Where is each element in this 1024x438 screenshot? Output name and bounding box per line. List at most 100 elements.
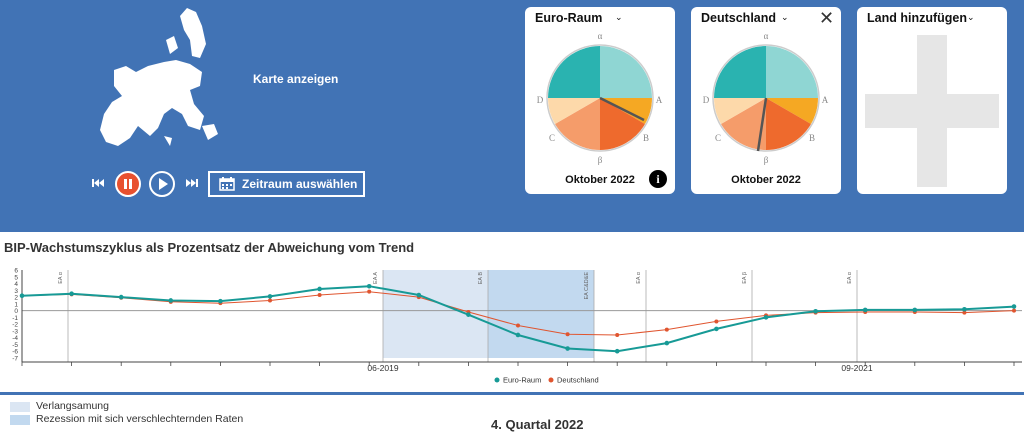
pie-label-c: C [715, 133, 721, 143]
chevron-down-icon[interactable]: ⌄ [615, 12, 623, 22]
quarter-label: 4. Quartal 2022 [491, 417, 584, 432]
phase-label: EA α [58, 271, 64, 284]
recession-band [488, 270, 594, 358]
data-point-germany [714, 319, 719, 324]
country-card-euro-area: Euro-Raum ⌄ α A B β C D Oktober 2022 i [525, 7, 675, 194]
phase-label: EA C&D&E [584, 272, 590, 300]
show-map-label[interactable]: Karte anzeigen [253, 72, 339, 86]
chevron-down-icon[interactable]: ⌄ [781, 12, 789, 22]
legend-marker-euro-area [494, 377, 500, 383]
info-icon[interactable]: i [649, 170, 667, 188]
y-tick-label: -5 [12, 342, 18, 349]
card-date: Oktober 2022 [731, 174, 801, 186]
phase-label: EA α [636, 271, 642, 284]
cycle-pie-germany: α A B β C D [703, 31, 829, 165]
legend-label-germany: Deutschland [557, 376, 599, 385]
y-tick-label: -6 [12, 349, 18, 356]
pie-label-b: B [809, 133, 815, 143]
data-point-euro-area [912, 307, 918, 313]
legend-slowdown: Verlangsamung [36, 400, 109, 412]
y-tick-label: 2 [14, 295, 18, 302]
y-tick-label: -3 [12, 328, 18, 335]
data-point-euro-area [416, 292, 422, 298]
data-point-germany [615, 332, 620, 337]
top-panel: Karte anzeigen Zeitraum auswählen Euro-R… [0, 0, 1024, 232]
add-country-select[interactable]: Land hinzufügen [867, 11, 967, 25]
calendar-icon [219, 177, 235, 191]
data-point-euro-area [862, 307, 868, 313]
legend-recession: Rezession mit sich verschlechternden Rat… [36, 413, 244, 425]
country-card-germany: Deutschland ⌄ ✕ α A B β C D Oktober 2022 [691, 7, 841, 194]
phase-label: EA β [742, 272, 748, 284]
data-point-germany [268, 298, 272, 303]
pie-label-alpha: α [764, 31, 769, 41]
divider [0, 392, 1024, 395]
pie-label-d: D [537, 95, 544, 105]
play-button[interactable] [149, 171, 175, 197]
phase-label: EA α [847, 271, 853, 284]
data-point-euro-area [714, 326, 719, 332]
legend-swatch-slowdown [10, 402, 30, 412]
y-tick-label: 0 [14, 308, 18, 315]
x-axis: 06-2019 09-2021 [367, 363, 872, 373]
pie-label-beta: β [764, 155, 769, 165]
data-point-euro-area [962, 306, 967, 312]
y-tick-label: 5 [14, 274, 18, 281]
data-point-euro-area [466, 312, 471, 317]
data-point-euro-area [118, 294, 124, 300]
pie-label-d: D [703, 95, 710, 105]
y-tick-label: -4 [12, 335, 18, 342]
pause-button[interactable] [115, 171, 141, 197]
pie-label-alpha: α [598, 31, 603, 41]
data-point-euro-area [664, 340, 670, 346]
close-icon[interactable]: ✕ [819, 8, 835, 28]
y-tick-label: 3 [14, 288, 18, 295]
data-point-germany [565, 332, 570, 337]
phase-label: EA A [373, 272, 379, 284]
phase-bands [383, 270, 594, 358]
x-tick-label: 09-2021 [841, 363, 872, 373]
legend-marker-germany [548, 377, 554, 383]
y-tick-label: 6 [14, 268, 18, 275]
pie-label-beta: β [598, 155, 603, 165]
select-period-label: Zeitraum auswählen [242, 177, 358, 191]
pie-label-b: B [643, 133, 649, 143]
data-point-euro-area [267, 294, 273, 299]
plus-icon[interactable] [865, 35, 999, 187]
data-point-euro-area [366, 283, 372, 289]
y-tick-label: -2 [12, 322, 18, 329]
data-point-germany [317, 293, 322, 298]
europe-map[interactable] [92, 6, 222, 156]
country-select-euro-area[interactable]: Euro-Raum [535, 11, 603, 25]
slowdown-band [383, 270, 488, 358]
phase-labels: EA α EA A EA B EA C&D&E EA α EA β EA α [58, 271, 853, 299]
data-point-euro-area [69, 291, 74, 296]
data-point-germany [516, 323, 520, 328]
country-select-germany[interactable]: Deutschland [701, 11, 777, 25]
y-tick-label: -7 [12, 356, 18, 363]
data-point-euro-area [168, 298, 174, 303]
data-point-germany [664, 327, 669, 332]
card-date: Oktober 2022 [565, 174, 635, 186]
pie-label-c: C [549, 133, 555, 143]
data-point-germany [962, 310, 967, 315]
select-period-button[interactable]: Zeitraum auswählen [208, 171, 365, 197]
data-point-euro-area [19, 293, 25, 299]
data-point-germany [367, 289, 372, 294]
y-tick-label: 1 [14, 301, 18, 308]
chevron-down-icon[interactable]: ⌄ [967, 12, 975, 22]
y-tick-label: -1 [12, 315, 18, 322]
data-point-euro-area [317, 286, 322, 292]
skip-back-icon[interactable] [92, 177, 104, 191]
chart-legend: Euro-Raum Deutschland [494, 376, 599, 385]
cycle-pie-euro-area: α A B β C D [537, 31, 663, 165]
legend-label-euro-area: Euro-Raum [503, 376, 541, 385]
data-point-euro-area [565, 346, 570, 351]
data-point-euro-area [813, 308, 818, 314]
pie-label-a: A [656, 95, 663, 105]
y-tick-label: 4 [14, 281, 18, 288]
add-country-card[interactable]: Land hinzufügen ⌄ [857, 7, 1007, 194]
skip-forward-icon[interactable] [186, 177, 200, 191]
